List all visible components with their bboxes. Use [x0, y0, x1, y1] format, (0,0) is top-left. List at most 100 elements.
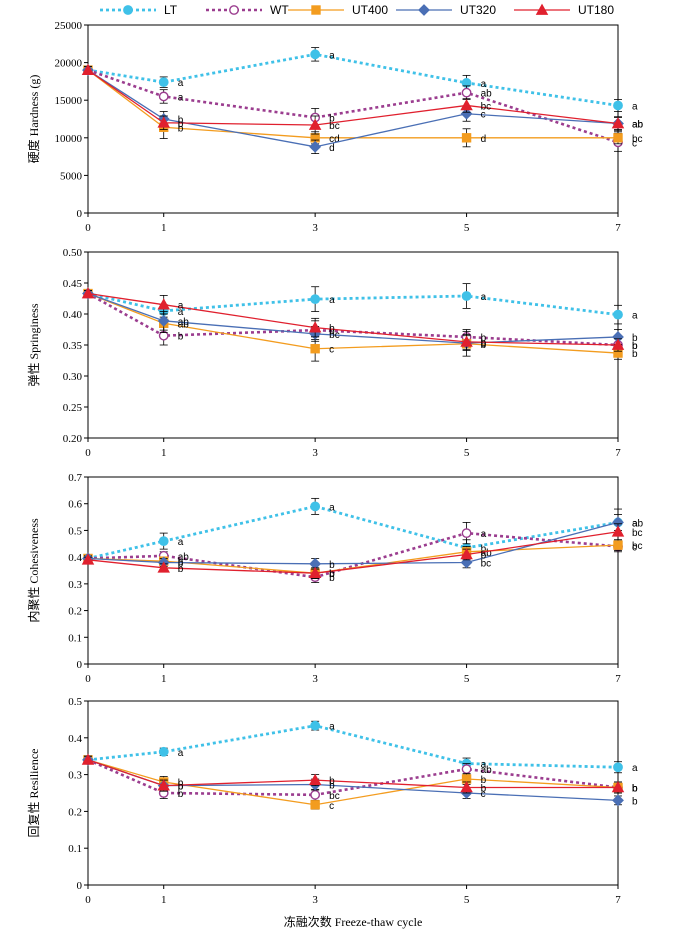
significance-letter: b: [481, 340, 487, 351]
significance-letter: a: [329, 50, 335, 61]
x-tick-label: 0: [85, 673, 91, 685]
data-point: [310, 720, 321, 731]
significance-letter: a: [632, 518, 638, 529]
plot-frame: [87, 476, 619, 665]
data-point: [613, 762, 623, 773]
significance-letter: b: [329, 113, 335, 124]
data-point: [613, 100, 623, 111]
data-point: [81, 63, 95, 75]
significance-letter: c: [481, 789, 486, 800]
legend-marker: [535, 3, 549, 15]
legend-item-lt: LT: [100, 3, 178, 17]
legend-item-ut320: UT320: [396, 3, 496, 17]
legend-marker: [229, 5, 239, 15]
significance-letter: bc: [632, 528, 643, 539]
y-axis-title: 硬度 Hardness (g): [26, 75, 41, 164]
series-ut400: abc bb: [83, 288, 638, 362]
significance-letter: b: [632, 333, 638, 344]
significance-letter: a: [329, 722, 335, 733]
significance-letter: b: [481, 775, 487, 786]
x-tick-label: 7: [615, 447, 621, 459]
significance-letter: b: [481, 333, 487, 344]
data-point: [158, 536, 169, 547]
significance-letter: ab: [632, 518, 644, 529]
significance-letter: a: [329, 295, 335, 306]
y-tick-label: 0.7: [68, 472, 82, 484]
significance-letter: b: [329, 324, 335, 335]
significance-letter: a: [178, 307, 184, 318]
significance-letter: a: [178, 537, 184, 548]
x-tick-label: 5: [464, 447, 470, 459]
legend-label: UT180: [578, 3, 614, 17]
x-tick-label: 1: [161, 894, 167, 906]
data-point: [310, 501, 321, 512]
significance-letter: bc: [632, 541, 643, 552]
data-point: [611, 117, 625, 129]
y-tick-label: 0.35: [63, 340, 83, 352]
x-tick-label: 0: [85, 222, 91, 234]
significance-letter: bc: [632, 134, 643, 145]
panel-2: 0.20 0.25 0.30 0.35 0.40 0.45 0.50 0 1 3 5 7 弹性 Spri…: [27, 247, 638, 459]
legend-label: LT: [164, 3, 178, 17]
significance-letter: a: [481, 529, 487, 540]
significance-letter: a: [178, 748, 184, 759]
panel-3: 0 0.1 0.2 0.3 0.4 0.5 0.6 0.7 0 1 3 5 7 内聚性 Cohesiven…: [27, 472, 644, 685]
y-tick-label: 0.1: [68, 632, 82, 644]
y-tick-label: 20000: [55, 58, 83, 70]
data-point: [461, 133, 472, 143]
significance-letter: b: [632, 783, 638, 794]
x-tick-label: 5: [464, 673, 470, 685]
significance-letter: b: [178, 789, 184, 800]
significance-letter: a: [481, 79, 487, 90]
data-point: [461, 87, 472, 98]
data-point: [460, 335, 473, 347]
x-tick-label: 1: [161, 222, 167, 234]
data-point: [613, 540, 623, 550]
data-point: [157, 561, 170, 573]
data-point: [611, 781, 625, 793]
x-tick-label: 0: [85, 447, 91, 459]
y-tick-label: 0.25: [63, 402, 83, 414]
significance-letter: b: [329, 569, 335, 580]
x-tick-label: 7: [615, 222, 621, 234]
y-tick-label: 0.1: [68, 843, 82, 855]
data-point: [308, 566, 322, 578]
y-tick-label: 0.4: [68, 733, 82, 745]
series-ut180: bbb b: [81, 753, 638, 794]
significance-letter: b: [329, 326, 335, 337]
series-line: [87, 531, 619, 574]
x-tick-label: 3: [312, 447, 318, 459]
significance-letter: c: [632, 138, 637, 149]
significance-letter: bc: [481, 558, 492, 569]
significance-letter: b: [632, 341, 638, 352]
significance-letter: a: [632, 763, 638, 774]
data-point: [310, 49, 321, 60]
significance-letter: ab: [632, 120, 644, 131]
x-tick-label: 7: [615, 673, 621, 685]
significance-letter: c: [632, 542, 637, 553]
data-point: [157, 314, 170, 327]
legend-item-ut180: UT180: [514, 3, 614, 17]
significance-letter: b: [632, 783, 638, 794]
data-point: [460, 781, 473, 793]
data-point: [310, 789, 321, 800]
legend-item-ut400: UT400: [288, 3, 388, 17]
significance-letter: a: [178, 301, 184, 312]
legend-marker: [418, 4, 430, 16]
y-tick-label: 0.6: [68, 499, 82, 511]
significance-letter: b: [178, 123, 184, 134]
y-axis-title: 弹性 Springiness: [27, 303, 41, 386]
significance-letter: bc: [329, 121, 340, 132]
y-tick-label: 0.45: [63, 278, 83, 290]
y-tick-label: 0.4: [68, 552, 82, 564]
data-point: [611, 525, 625, 537]
x-tick-label: 1: [161, 447, 167, 459]
